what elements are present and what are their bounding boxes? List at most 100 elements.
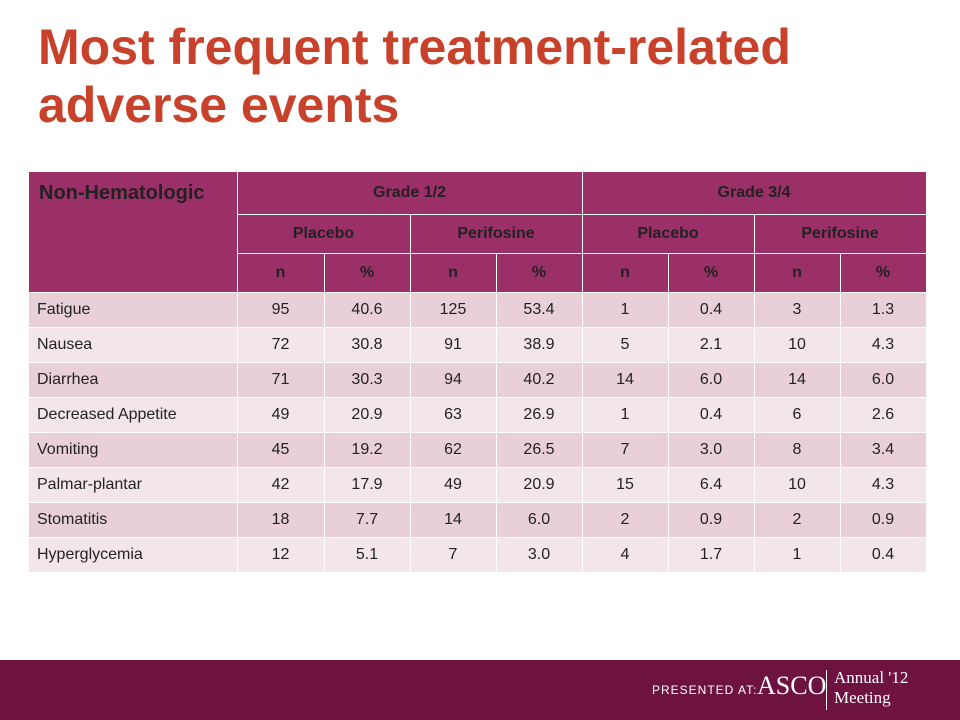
- value-cell: 7: [582, 432, 669, 468]
- value-cell: 10: [754, 327, 841, 363]
- value-cell: 6.4: [668, 467, 755, 503]
- stat-header: n: [237, 253, 325, 293]
- value-cell: 4.3: [840, 467, 927, 503]
- value-cell: 6: [754, 397, 841, 433]
- table-row: Nausea 72 30.8 91 38.9 5 2.1 10 4.3: [29, 327, 927, 363]
- value-cell: 17.9: [324, 467, 411, 503]
- value-cell: 10: [754, 467, 841, 503]
- value-cell: 30.3: [324, 362, 411, 398]
- value-cell: 0.4: [668, 397, 755, 433]
- value-cell: 72: [237, 327, 325, 363]
- value-cell: 20.9: [324, 397, 411, 433]
- value-cell: 94: [410, 362, 497, 398]
- value-cell: 4.3: [840, 327, 927, 363]
- value-cell: 19.2: [324, 432, 411, 468]
- value-cell: 26.9: [496, 397, 583, 433]
- stat-header: n: [582, 253, 669, 293]
- event-name-cell: Fatigue: [29, 292, 238, 328]
- value-cell: 6.0: [668, 362, 755, 398]
- stat-header: %: [840, 253, 927, 293]
- value-cell: 0.4: [840, 537, 927, 573]
- value-cell: 3: [754, 292, 841, 328]
- adverse-events-table: Non-Hematologic Grade 1/2 Grade 3/4 Plac…: [29, 172, 927, 573]
- value-cell: 2.1: [668, 327, 755, 363]
- table-row: Stomatitis 18 7.7 14 6.0 2 0.9 2 0.9: [29, 502, 927, 538]
- presented-at-label: PRESENTED AT:: [652, 683, 758, 697]
- stat-header: %: [668, 253, 755, 293]
- event-name-cell: Stomatitis: [29, 502, 238, 538]
- arm-header: Perifosine: [410, 214, 583, 254]
- arm-header: Perifosine: [754, 214, 927, 254]
- value-cell: 38.9: [496, 327, 583, 363]
- value-cell: 3.0: [496, 537, 583, 573]
- value-cell: 71: [237, 362, 325, 398]
- value-cell: 5: [582, 327, 669, 363]
- value-cell: 91: [410, 327, 497, 363]
- grade-header: Grade 1/2: [237, 172, 583, 215]
- value-cell: 1.3: [840, 292, 927, 328]
- value-cell: 1: [582, 397, 669, 433]
- value-cell: 15: [582, 467, 669, 503]
- value-cell: 1: [582, 292, 669, 328]
- table-row: Vomiting 45 19.2 62 26.5 7 3.0 8 3.4: [29, 432, 927, 468]
- arm-header: Placebo: [582, 214, 755, 254]
- value-cell: 3.4: [840, 432, 927, 468]
- stat-header: n: [410, 253, 497, 293]
- value-cell: 0.9: [668, 502, 755, 538]
- event-name-cell: Palmar-plantar: [29, 467, 238, 503]
- value-cell: 63: [410, 397, 497, 433]
- value-cell: 95: [237, 292, 325, 328]
- value-cell: 2: [754, 502, 841, 538]
- value-cell: 5.1: [324, 537, 411, 573]
- stat-header: n: [754, 253, 841, 293]
- slide-title: Most frequent treatment-related adverse …: [38, 19, 791, 133]
- value-cell: 2.6: [840, 397, 927, 433]
- value-cell: 18: [237, 502, 325, 538]
- grade-header: Grade 3/4: [582, 172, 927, 215]
- value-cell: 49: [410, 467, 497, 503]
- stat-header: %: [324, 253, 411, 293]
- event-name-cell: Diarrhea: [29, 362, 238, 398]
- value-cell: 0.9: [840, 502, 927, 538]
- stat-header: %: [496, 253, 583, 293]
- value-cell: 26.5: [496, 432, 583, 468]
- value-cell: 12: [237, 537, 325, 573]
- value-cell: 20.9: [496, 467, 583, 503]
- value-cell: 8: [754, 432, 841, 468]
- value-cell: 1.7: [668, 537, 755, 573]
- value-cell: 14: [410, 502, 497, 538]
- footer-bar: [0, 660, 960, 720]
- table-row: Hyperglycemia 12 5.1 7 3.0 4 1.7 1 0.4: [29, 537, 927, 573]
- value-cell: 2: [582, 502, 669, 538]
- table-row: Diarrhea 71 30.3 94 40.2 14 6.0 14 6.0: [29, 362, 927, 398]
- header-row-arms: Placebo Perifosine Placebo Perifosine: [29, 214, 927, 254]
- event-name-cell: Vomiting: [29, 432, 238, 468]
- value-cell: 0.4: [668, 292, 755, 328]
- annual-meeting-logo-line1: Annual '12: [834, 668, 909, 687]
- value-cell: 40.6: [324, 292, 411, 328]
- logo-divider: [826, 670, 827, 710]
- table-row: Decreased Appetite 49 20.9 63 26.9 1 0.4 6 2.6: [29, 397, 927, 433]
- value-cell: 30.8: [324, 327, 411, 363]
- value-cell: 7: [410, 537, 497, 573]
- value-cell: 4: [582, 537, 669, 573]
- value-cell: 125: [410, 292, 497, 328]
- value-cell: 42: [237, 467, 325, 503]
- event-name-cell: Nausea: [29, 327, 238, 363]
- asco-logo: ASCO: [757, 671, 827, 700]
- table-row: Fatigue 95 40.6 125 53.4 1 0.4 3 1.3: [29, 292, 927, 328]
- event-name-cell: Decreased Appetite: [29, 397, 238, 433]
- value-cell: 14: [582, 362, 669, 398]
- header-row-stats: n % n % n % n %: [29, 253, 927, 293]
- value-cell: 53.4: [496, 292, 583, 328]
- value-cell: 40.2: [496, 362, 583, 398]
- value-cell: 7.7: [324, 502, 411, 538]
- event-name-cell: Hyperglycemia: [29, 537, 238, 573]
- corner-header: Non-Hematologic: [29, 172, 238, 293]
- value-cell: 62: [410, 432, 497, 468]
- value-cell: 49: [237, 397, 325, 433]
- table-row: Palmar-plantar 42 17.9 49 20.9 15 6.4 10 4.3: [29, 467, 927, 503]
- value-cell: 6.0: [840, 362, 927, 398]
- value-cell: 14: [754, 362, 841, 398]
- value-cell: 45: [237, 432, 325, 468]
